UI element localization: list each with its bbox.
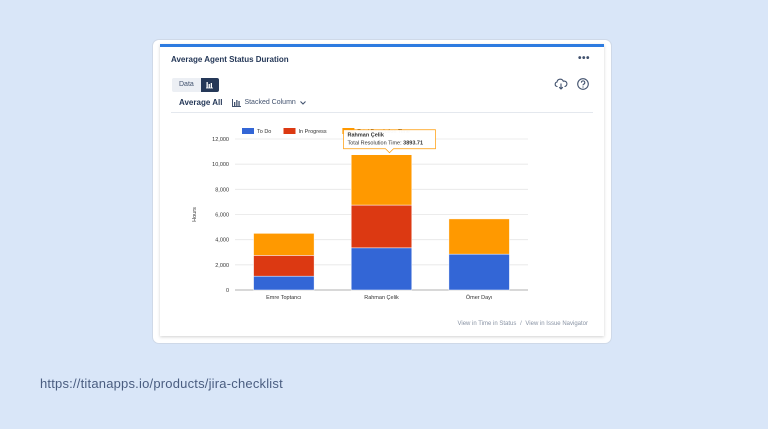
- view-tabs: Data: [172, 78, 219, 92]
- bar-segment: [448, 218, 510, 255]
- tooltip-title: Rahman Çelik: [348, 133, 385, 139]
- bar-chart-icon: [205, 82, 213, 89]
- y-tick-label: 6,000: [215, 213, 229, 219]
- average-row: Average All Stacked Column: [179, 98, 310, 107]
- cloud-download-icon[interactable]: [554, 77, 568, 91]
- tab-data[interactable]: Data: [172, 78, 201, 92]
- tab-chart[interactable]: [200, 78, 219, 92]
- average-all-label: Average All: [179, 98, 223, 107]
- y-tick-label: 0: [226, 288, 229, 294]
- bar-segment: [350, 247, 413, 291]
- x-tick-label: Emre Toptancı: [266, 295, 301, 301]
- bar-segment: [253, 255, 315, 277]
- gadget-panel: Average Agent Status Duration ••• Data: [160, 44, 604, 336]
- chart-type-dropdown[interactable]: Stacked Column: [232, 98, 309, 107]
- legend-label: In Progress: [299, 129, 327, 135]
- x-tick-label: Ömer Dayı: [466, 294, 493, 301]
- footer-links: View in Time in Status / View in Issue N…: [457, 321, 588, 327]
- y-tick-label: 10,000: [212, 162, 229, 168]
- legend-swatch: [283, 128, 296, 134]
- tooltip-metric: Total Resolution Time: 3893.71: [348, 141, 424, 147]
- view-in-issue-navigator-link[interactable]: View in Issue Navigator: [525, 321, 588, 327]
- x-tick-label: Rahman Çelik: [364, 295, 399, 301]
- tooltip-box: [343, 129, 436, 154]
- bar-segment: [448, 253, 510, 291]
- chevron-down-icon: [299, 100, 306, 105]
- divider: [171, 112, 593, 113]
- bar-segment: [253, 275, 315, 291]
- y-axis-label: Hours: [192, 207, 198, 222]
- y-tick-label: 2,000: [215, 263, 229, 269]
- bar-segment: [350, 154, 413, 206]
- y-tick-label: 12,000: [212, 137, 229, 143]
- view-in-time-in-status-link[interactable]: View in Time in Status: [457, 321, 517, 327]
- y-tick-label: 8,000: [215, 187, 229, 193]
- legend-label: To Do: [257, 129, 271, 135]
- source-url: https://titanapps.io/products/jira-check…: [40, 376, 283, 391]
- stacked-column-chart: 0 2,000 4,000 6,000 8,000 10,000 12,000 Hours Em…: [192, 128, 528, 301]
- y-tick-label: 4,000: [215, 238, 229, 244]
- tooltip-metric-label: Total Resolution Time:: [348, 141, 404, 147]
- footer-separator: /: [520, 321, 522, 327]
- tooltip-metric-value: 3893.71: [403, 141, 423, 147]
- bar-chart-icon: [232, 98, 242, 107]
- bar-segment: [253, 233, 315, 256]
- more-options-button[interactable]: •••: [577, 53, 590, 64]
- help-icon[interactable]: [576, 77, 590, 91]
- dashboard-gadget-card: Average Agent Status Duration ••• Data: [153, 40, 611, 343]
- bar-segment: [350, 204, 413, 249]
- gadget-title: Average Agent Status Duration: [171, 55, 289, 64]
- legend-swatch: [242, 128, 254, 134]
- chart-type-label: Stacked Column: [244, 99, 296, 106]
